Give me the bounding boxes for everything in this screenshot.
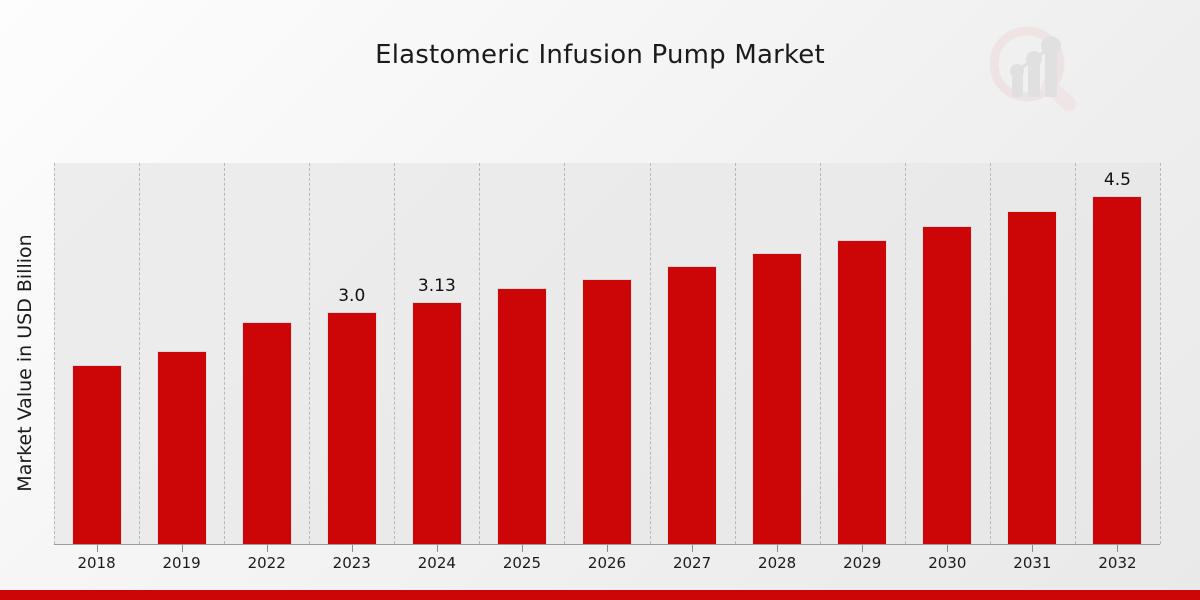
x-axis-line xyxy=(54,544,1160,545)
bar-2029[interactable] xyxy=(837,239,888,544)
gridline xyxy=(139,163,141,544)
gridline xyxy=(309,163,311,544)
x-axis-label-2029: 2029 xyxy=(843,554,882,572)
gridline xyxy=(394,163,396,544)
x-axis-tick xyxy=(96,545,98,552)
x-axis-label-2032: 2032 xyxy=(1098,554,1137,572)
bar-2018[interactable] xyxy=(71,365,122,544)
bar-column xyxy=(1075,163,1160,544)
x-axis-tick xyxy=(266,545,268,552)
bar-2024[interactable] xyxy=(411,301,462,544)
x-axis-tick xyxy=(607,545,608,552)
gridline xyxy=(649,163,651,544)
bar-2023[interactable] xyxy=(326,311,377,544)
bar-column xyxy=(394,163,479,544)
gridline xyxy=(564,163,566,544)
bar-value-label-2032: 4.5 xyxy=(1103,169,1131,190)
bar-value-label-2024: 3.13 xyxy=(417,275,456,296)
x-axis-tick xyxy=(947,545,949,552)
gridline xyxy=(904,163,906,544)
x-axis-tick xyxy=(692,545,694,552)
gridline xyxy=(479,163,481,544)
bar-value-label-2023: 3.0 xyxy=(338,285,366,306)
x-axis-label-2031: 2031 xyxy=(1013,554,1052,572)
bar-column xyxy=(309,163,394,544)
bar-2027[interactable] xyxy=(667,266,718,544)
bar-column xyxy=(54,163,139,544)
bar-2032[interactable] xyxy=(1092,195,1143,544)
bar-2030[interactable] xyxy=(922,225,973,544)
bar-column xyxy=(905,163,990,544)
gridline xyxy=(1074,163,1076,544)
x-axis-tick xyxy=(436,545,438,552)
gridline xyxy=(224,163,226,544)
gridline xyxy=(54,163,55,544)
x-axis-label-2023: 2023 xyxy=(332,554,371,572)
x-axis-label-2025: 2025 xyxy=(502,554,542,572)
bar-column xyxy=(479,163,564,544)
x-axis-label-2019: 2019 xyxy=(162,554,201,572)
x-axis-label-2028: 2028 xyxy=(758,554,797,572)
x-axis-tick xyxy=(521,545,523,552)
magnifier-bar-chart-logo xyxy=(983,24,1079,112)
x-axis-tick xyxy=(351,545,353,552)
page-title: Elastomeric Infusion Pump Market xyxy=(375,40,825,70)
bar-column xyxy=(650,163,735,544)
bar-column xyxy=(990,163,1075,544)
x-axis-label-2024: 2024 xyxy=(417,554,456,572)
bar-2019[interactable] xyxy=(156,351,207,544)
y-axis-title: Market Value in USD Billion xyxy=(14,234,36,492)
bar-column xyxy=(735,163,820,544)
x-axis-tick xyxy=(1032,545,1034,552)
bar-column xyxy=(820,163,905,544)
x-axis-tick xyxy=(181,545,183,552)
bar-2028[interactable] xyxy=(752,252,803,544)
bar-column xyxy=(564,163,649,544)
bar-2031[interactable] xyxy=(1007,211,1058,544)
bar-column xyxy=(224,163,309,544)
x-axis-label-2030: 2030 xyxy=(928,554,967,572)
gridline xyxy=(819,163,821,544)
gridline xyxy=(989,163,991,544)
bar-column xyxy=(139,163,224,544)
bar-2026[interactable] xyxy=(581,279,632,544)
gridline xyxy=(1160,163,1161,544)
bar-2022[interactable] xyxy=(241,321,292,544)
x-axis-label-2022: 2022 xyxy=(247,554,286,572)
gridline xyxy=(734,163,736,544)
x-axis-label-2018: 2018 xyxy=(77,554,116,572)
x-axis-tick xyxy=(862,545,864,552)
x-axis-label-2026: 2026 xyxy=(587,554,627,572)
footer-accent-bar xyxy=(0,590,1200,600)
x-axis-tick xyxy=(1117,545,1119,552)
bar-2025[interactable] xyxy=(496,288,547,544)
x-axis-tick xyxy=(777,545,779,552)
x-axis-label-2027: 2027 xyxy=(672,554,712,572)
